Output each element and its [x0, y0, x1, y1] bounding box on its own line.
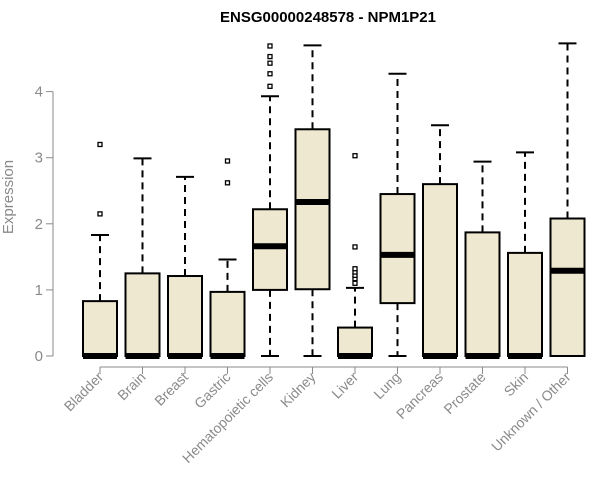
y-tick-label-0: 0 — [35, 348, 43, 365]
box-iqr — [252, 208, 288, 291]
outlier-point — [224, 180, 231, 186]
box-iqr — [209, 290, 246, 357]
outlier-point — [352, 266, 358, 272]
box-iqr — [379, 193, 416, 305]
y-tick-label-1: 1 — [35, 282, 43, 299]
y-axis: 0 1 2 3 4 — [35, 84, 54, 365]
box-3 — [209, 158, 246, 359]
box-2 — [167, 175, 203, 359]
box-4 — [252, 43, 288, 357]
y-tick-label-4: 4 — [35, 84, 43, 101]
box-iqr — [464, 231, 501, 358]
x-tick-label-1: Brain — [114, 369, 148, 403]
box-iqr — [167, 275, 203, 358]
box-iqr — [124, 272, 161, 357]
outlier-point — [97, 141, 103, 148]
x-tick-label-6: Liver — [328, 369, 361, 402]
outlier-point — [267, 60, 273, 66]
x-tick-label-2: Breast — [151, 369, 191, 409]
box-11 — [549, 42, 586, 357]
box-9 — [464, 160, 501, 359]
outlier-point — [267, 43, 273, 49]
box-iqr — [294, 128, 331, 291]
x-tick-label-11: Unknown / Other — [488, 369, 574, 455]
box-iqr — [507, 251, 543, 357]
chart-title: ENSG00000248578 - NPM1P21 — [220, 9, 436, 26]
outlier-point — [352, 153, 358, 159]
boxes-group — [82, 42, 586, 359]
y-axis-label: Expression — [0, 160, 17, 234]
box-0 — [82, 141, 118, 359]
box-iqr — [549, 217, 586, 357]
outlier-point — [224, 158, 231, 164]
x-tick-label-7: Lung — [370, 369, 403, 402]
box-1 — [124, 157, 161, 359]
box-iqr — [422, 183, 458, 357]
outlier-point — [352, 244, 358, 250]
x-tick-label-0: Bladder — [61, 369, 107, 415]
x-tick-label-9: Prostate — [440, 369, 488, 417]
outlier-point — [352, 280, 358, 286]
outlier-point — [267, 83, 273, 89]
outlier-point — [267, 71, 273, 77]
box-10 — [507, 151, 543, 359]
outlier-point — [97, 211, 103, 217]
x-tick-label-8: Pancreas — [393, 369, 446, 422]
x-tick-label-10: Skin — [501, 369, 532, 400]
outlier-point — [267, 53, 273, 60]
x-tick-label-5: Kidney — [277, 369, 319, 411]
box-iqr — [82, 300, 118, 357]
y-tick-label-2: 2 — [35, 216, 43, 233]
y-tick-label-3: 3 — [35, 150, 43, 167]
box-iqr — [337, 326, 373, 357]
box-8 — [422, 124, 458, 359]
box-5 — [294, 44, 331, 357]
box-7 — [379, 72, 416, 357]
box-6 — [337, 153, 373, 359]
